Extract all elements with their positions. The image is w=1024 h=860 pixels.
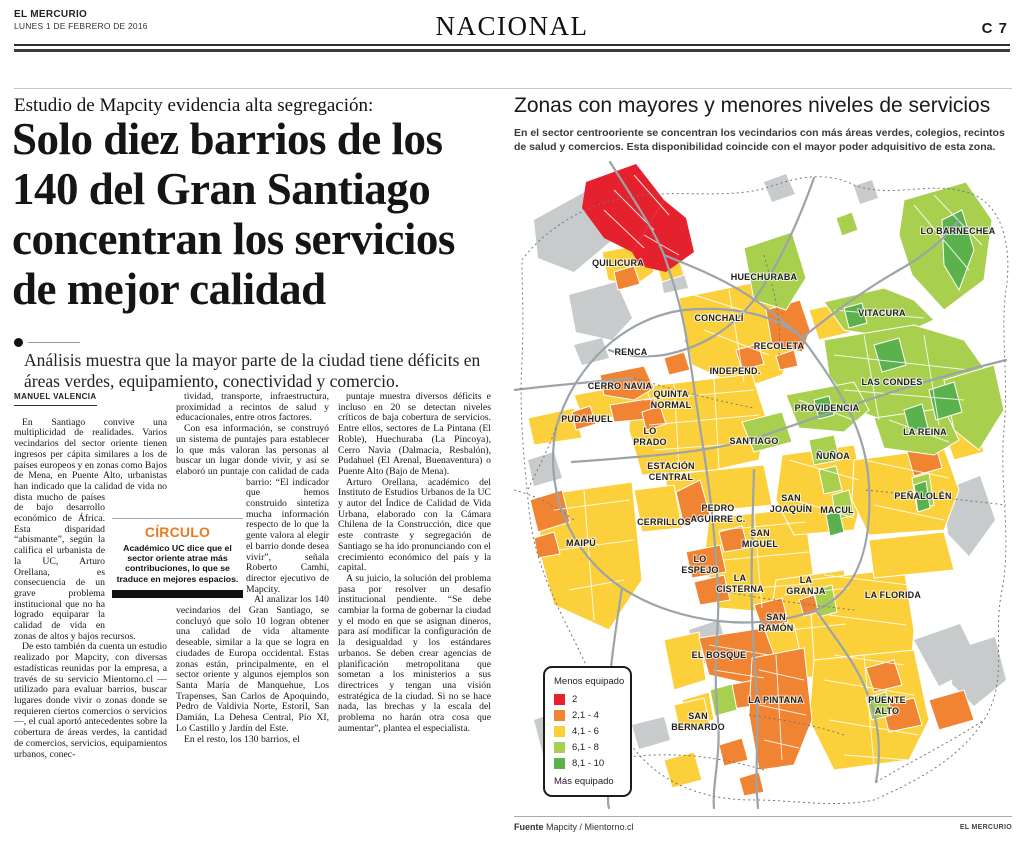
legend-swatch [554,694,565,705]
map-label: PUDAHUEL [561,414,613,424]
article-kicker: Estudio de Mapcity evidencia alta segreg… [14,95,374,116]
map-label: ÑUÑOA [816,451,850,461]
legend-range-label: 6,1 - 8 [572,742,599,753]
map-label: PROVIDENCIA [795,403,860,413]
map-label: SANTIAGO [729,436,778,446]
map-label: MACUL [820,505,854,515]
map-source: Fuente Mapcity / Mientorno.cl [514,822,634,832]
map-label: LO ESPEJO [681,554,718,575]
legend-item: 2 [554,694,630,705]
map-label: LA PINTANA [748,695,804,705]
map-label: SAN RAMÓN [759,612,794,633]
map-label: SAN JOAQUÍN [770,493,812,514]
paragraph-text: “El indicador que hemos construido sinte… [246,476,330,595]
header-rule-top [14,44,1010,46]
paragraph: De esto también da cuenta un estudio rea… [14,641,167,760]
map-label: CONCHALÍ [694,313,743,323]
source-text: Mapcity / Mientorno.cl [543,822,634,832]
map-label: LA CISTERNA [716,573,764,594]
map-label: LO BARNECHEA [921,226,996,236]
newspaper-date: LUNES 1 DE FEBRERO DE 2016 [14,21,148,31]
legend-top-label: Menos equipado [554,676,625,687]
paragraph: puntaje muestra diversos déficits e incl… [338,391,491,477]
inset-bottom-bar [112,589,243,598]
map-lightgreen-zones [709,181,1005,721]
map-label: PUENTE ALTO [868,695,906,716]
content-top-rule [14,88,1012,89]
legend-item: 2,1 - 4 [554,710,630,721]
byline: MANUEL VALENCIA [14,392,97,406]
paragraph: A su juicio, la solución del problema pa… [338,572,491,734]
map-label: QUINTA NORMAL [651,389,692,410]
map-label: RENCA [614,347,647,357]
map-label: RECOLETA [754,341,805,351]
paragraph: tividad, transporte, infraestructura, pr… [176,391,329,424]
map-label: LA GRANJA [786,575,826,596]
legend-swatch [554,742,565,753]
map-label: QUILICURA [592,258,644,268]
map-label: EL BOSQUE [692,650,747,660]
section-title: NACIONAL [435,11,589,41]
map-label: CERRILLOS [637,517,691,527]
map-subtitle: En el sector centrooriente se concentran… [514,127,1005,153]
paragraph: En Santiago convive una multiplicidad de… [14,416,167,643]
santiago-services-map: QUILICURA LO BARNECHEA HUECHURABA CONCHALÍ V… [514,160,1014,810]
header-rule-bottom [14,49,1010,52]
legend-range-label: 2,1 - 4 [572,710,599,721]
paragraph-text: no dista mucho de países de bajo desarro… [14,480,167,642]
legend-item: 4,1 - 6 [554,726,630,737]
map-labels: QUILICURA LO BARNECHEA HUECHURABA CONCHALÍ V… [560,225,996,733]
legend-range-label: 8,1 - 10 [572,758,605,769]
paragraph: En el resto, los 130 barrios, el [184,733,300,745]
pull-quote-box: CÍRCULO Académico UC dice que el sector … [112,518,243,598]
paper-credit: EL MERCURIO [959,824,1012,831]
deck-bullet [14,338,23,347]
page-number: C 7 [981,20,1008,37]
legend-items: 2 2,1 - 4 4,1 - 6 6,1 - 8 8,1 - 10 [554,694,630,769]
inset-text: Académico UC dice que el sector oriente … [116,543,239,584]
map-legend: Menos equipado 2 2,1 - 4 4,1 - 6 6,1 - 8 8,1… [543,666,632,797]
map-label: HUECHURABA [731,272,798,282]
legend-bottom-label: Más equipado [554,776,614,787]
legend-swatch [554,710,565,721]
paragraph-text: Con esa información, se construyó un sis… [176,423,329,488]
article-deck: Análisis muestra que la mayor parte de l… [24,350,481,391]
map-boundary-lines [514,176,1009,805]
map-label: LA FLORIDA [865,590,921,600]
legend-swatch [554,726,565,737]
map-label: SAN MIGUEL [742,528,779,549]
legend-item: 8,1 - 10 [554,758,630,769]
paragraph: Arturo Orellana, académico del Instituto… [338,476,491,574]
map-label: VITACURA [858,308,906,318]
legend-swatch [554,758,565,769]
source-rule [514,816,1012,817]
map-title: Zonas con mayores y menores niveles de s… [514,94,991,117]
map-canvas: QUILICURA LO BARNECHEA HUECHURABA CONCHALÍ V… [514,160,1009,810]
legend-range-label: 2 [572,694,578,705]
map-label: SAN BERNARDO [671,711,725,732]
map-label: LO PRADO [633,426,667,447]
inset-title: CÍRCULO [144,524,211,540]
article-column-2: tividad, transporte, infraestructura, pr… [176,391,330,745]
paragraph: Con esa información, se construyó un sis… [176,423,330,595]
map-label: PEDRO AGUIRRE C. [690,503,745,524]
map-label: CERRO NAVIA [588,381,653,391]
legend-item: 6,1 - 8 [554,742,630,753]
map-label: LA REINA [903,427,947,437]
deck-rule [28,342,80,343]
newspaper-name: EL MERCURIO [14,9,88,20]
map-label: PEÑALOLÉN [894,491,951,501]
source-label: Fuente [514,822,544,832]
article-column-1: MANUEL VALENCIA En Santiago convive una … [14,392,167,760]
map-label: MAIPÚ [566,537,596,548]
paragraph-text: En Santiago convive una multiplicidad de… [14,416,167,492]
legend-range-label: 4,1 - 6 [572,726,599,737]
map-label: INDEPEND. [710,366,761,376]
map-label: ESTACIÓN CENTRAL [647,460,694,482]
map-label: LAS CONDES [861,377,922,387]
article-headline: Solo diez barrios de los 140 del Gran Sa… [12,114,455,314]
article-column-3: puntaje muestra diversos déficits e incl… [338,391,491,735]
paragraph: Al analizar los 140 vecindarios del Gran… [176,594,329,734]
